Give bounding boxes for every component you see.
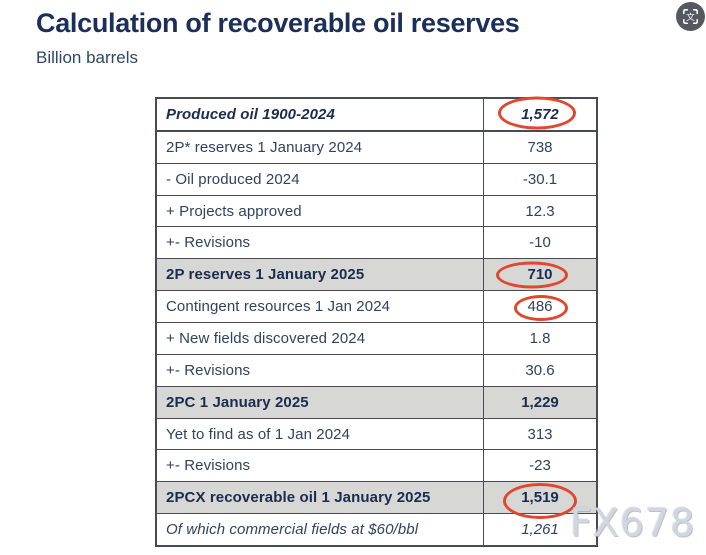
row-value-text: 1,519 — [521, 489, 559, 507]
row-label: 2P* reserves 1 January 2024 — [157, 131, 484, 163]
row-label: 2PC 1 January 2025 — [157, 386, 484, 418]
table-row: Of which commercial fields at $60/bbl 1,… — [157, 513, 596, 546]
row-label: Contingent resources 1 Jan 2024 — [157, 291, 484, 323]
row-value: 738 — [527, 138, 553, 156]
row-value: 1.8 — [529, 329, 551, 347]
row-value-text: 486 — [527, 298, 553, 316]
row-value: 313 — [527, 425, 553, 443]
table-row: Contingent resources 1 Jan 2024 486 — [157, 290, 596, 323]
row-label: 2PCX recoverable oil 1 January 2025 — [157, 482, 484, 514]
row-label: Yet to find as of 1 Jan 2024 — [157, 418, 484, 450]
row-label: +- Revisions — [157, 354, 484, 386]
svg-text:文: 文 — [686, 11, 695, 23]
table-row: - Oil produced 2024 -30.1 — [157, 162, 596, 195]
translate-button[interactable]: 文 — [676, 2, 705, 31]
table-row-section-header: 2PCX recoverable oil 1 January 2025 1,51… — [157, 481, 596, 519]
row-label: +- Revisions — [157, 450, 484, 482]
row-value: -10 — [529, 234, 551, 252]
table-row: Produced oil 1900-2024 1,572 — [157, 96, 596, 131]
table-row: + New fields discovered 2024 1.8 — [157, 322, 596, 354]
row-value: -23 — [529, 457, 551, 475]
row-value: -30.1 — [522, 170, 558, 188]
row-label: + Projects approved — [157, 195, 484, 227]
row-value: 30.6 — [525, 361, 555, 379]
row-value: 1,572 — [484, 96, 596, 130]
reserves-table: Produced oil 1900-2024 1,572 2P* reserve… — [155, 96, 598, 547]
row-label: + New fields discovered 2024 — [157, 323, 484, 354]
table-row: 2P* reserves 1 January 2024 738 — [157, 130, 596, 163]
row-value: 710 — [484, 259, 596, 290]
table-row: +- Revisions -23 — [157, 449, 596, 482]
row-label: Produced oil 1900-2024 — [157, 99, 484, 130]
row-value: 1,229 — [521, 393, 559, 411]
row-label: Of which commercial fields at $60/bbl — [157, 514, 484, 546]
table-row-section-header: 2PC 1 January 2025 1,229 — [157, 385, 596, 418]
table-row: +- Revisions -10 — [157, 226, 596, 259]
watermark: FX678 — [570, 501, 696, 545]
page-subtitle: Billion barrels — [36, 48, 139, 67]
page-title: Calculation of recoverable oil reserves — [36, 8, 520, 38]
row-value-text: 710 — [527, 266, 553, 284]
table-row: Yet to find as of 1 Jan 2024 313 — [157, 417, 596, 450]
table-row: +- Revisions 30.6 — [157, 353, 596, 386]
row-label: - Oil produced 2024 — [157, 163, 484, 195]
row-label: 2P reserves 1 January 2025 — [157, 259, 484, 291]
row-value: 1,261 — [521, 521, 559, 539]
row-value: 12.3 — [525, 202, 555, 220]
row-value-text: 1,572 — [521, 105, 559, 123]
row-value: 486 — [484, 291, 596, 322]
screenshot-translate-icon: 文 — [681, 7, 700, 26]
row-label: +- Revisions — [157, 227, 484, 259]
table-row: + Projects approved 12.3 — [157, 194, 596, 227]
table-row-section-header: 2P reserves 1 January 2025 710 — [157, 258, 596, 291]
